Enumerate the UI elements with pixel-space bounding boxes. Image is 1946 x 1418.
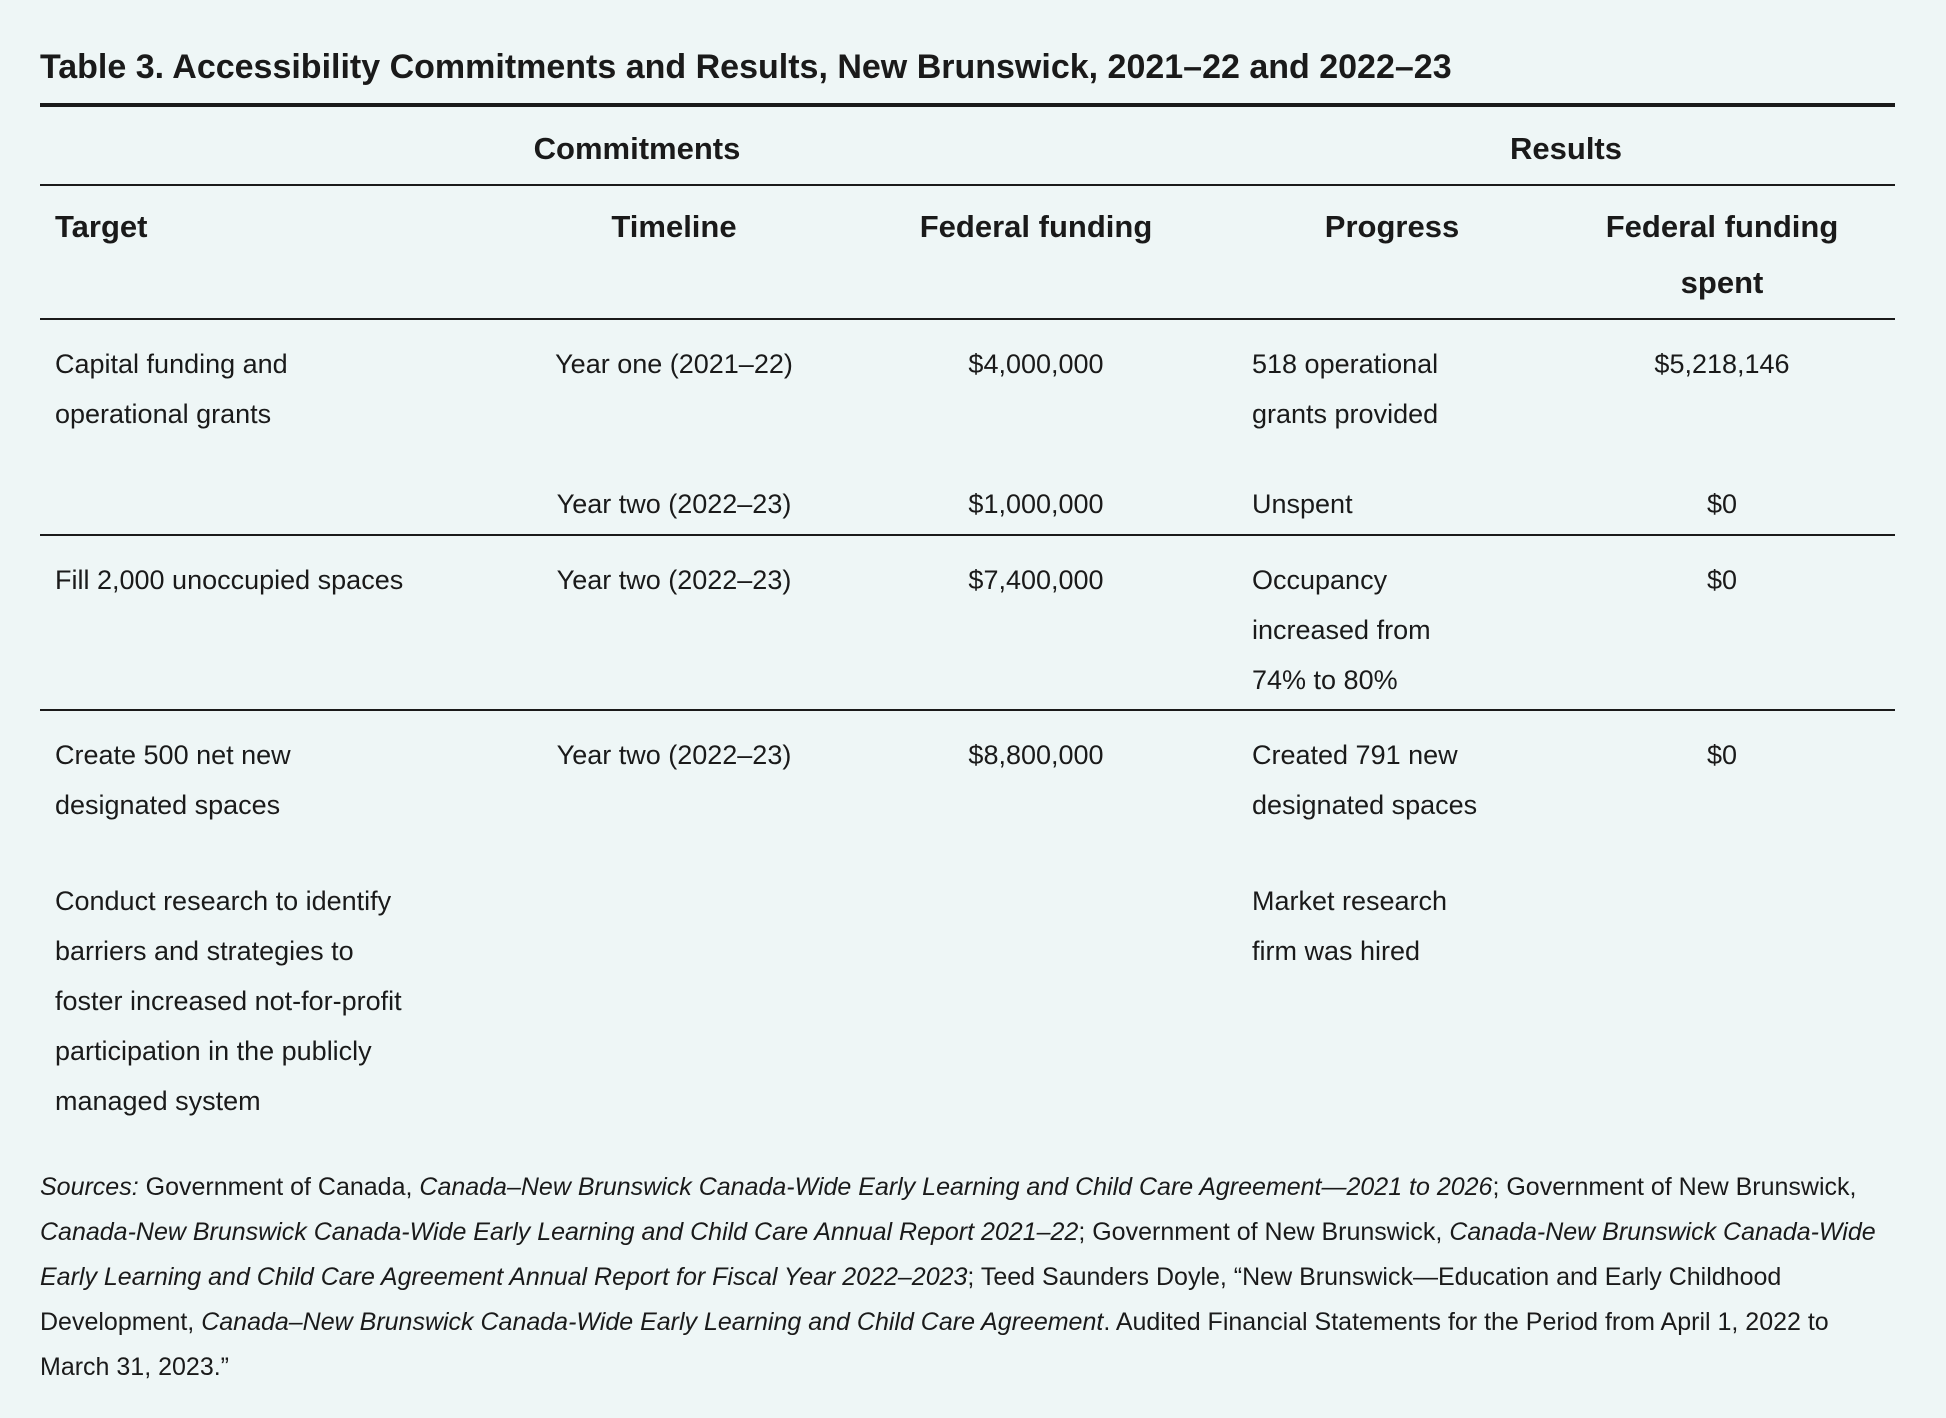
table-cell: Unspent [1252, 489, 1353, 519]
table-cell: Year one (2021–22) [555, 349, 793, 379]
table-cell: Market research firm was hired [1252, 886, 1448, 966]
source-text: Canada–New Brunswick Canada-Wide Early L… [419, 1173, 1493, 1201]
table-cell: Capital funding and operational grants [55, 349, 288, 429]
source-text: ; Teed Saunders Doyle, “New Brunswick—Ed… [40, 1263, 1782, 1336]
column-header: Federal funding [919, 209, 1153, 244]
column-header: Progress [1324, 209, 1460, 244]
source-text: Government of Canada, [138, 1173, 420, 1201]
top-rule [40, 103, 1895, 107]
table-cell: Conduct research to identify barriers an… [55, 886, 402, 1116]
table-cell: Year two (2022–23) [556, 489, 792, 519]
table-cell: $7,400,000 [968, 565, 1104, 595]
source-text: ; Government of New Brunswick, [1078, 1218, 1450, 1246]
table-cell: $8,800,000 [968, 740, 1104, 770]
table-cell: $4,000,000 [968, 349, 1104, 379]
source-text: . Audited Financial Statements for the P… [40, 1308, 1829, 1381]
source-text: Canada-New Brunswick Canada-Wide Early L… [40, 1218, 1876, 1291]
source-text: Canada-New Brunswick Canada-Wide Early L… [40, 1218, 1079, 1246]
rule [40, 184, 1895, 186]
group-header: Commitments [533, 131, 741, 166]
column-header: Federal funding spent [1605, 209, 1839, 300]
rule [40, 709, 1895, 711]
source-text: ; Government of New Brunswick, [1492, 1173, 1857, 1201]
rule [40, 318, 1895, 320]
column-header: Target [55, 209, 148, 244]
table-cell: Year two (2022–23) [556, 565, 792, 595]
table-cell: $0 [1706, 565, 1738, 595]
table-cell: Occupancy increased from 74% to 80% [1252, 565, 1431, 695]
table-cell: Create 500 net new designated spaces [55, 740, 291, 820]
rule [40, 534, 1895, 536]
table-title: Table 3. Accessibility Commitments and R… [40, 48, 1452, 86]
table-cell: $5,218,146 [1654, 349, 1790, 379]
source-text: Canada–New Brunswick Canada-Wide Early L… [201, 1308, 1104, 1336]
group-header: Results [1510, 131, 1622, 166]
table-cell: $0 [1706, 740, 1738, 770]
table-cell: $0 [1706, 489, 1738, 519]
sources-note: Sources: Government of Canada, Canada–Ne… [40, 1165, 1895, 1390]
table-cell: Fill 2,000 unoccupied spaces [55, 565, 404, 595]
table-cell: 518 operational grants provided [1252, 349, 1439, 429]
table-cell: Year two (2022–23) [556, 740, 792, 770]
table-cell: Created 791 new designated spaces [1252, 740, 1478, 820]
column-header: Timeline [611, 209, 737, 244]
source-text: Sources: [40, 1173, 139, 1201]
table-cell: $1,000,000 [968, 489, 1104, 519]
